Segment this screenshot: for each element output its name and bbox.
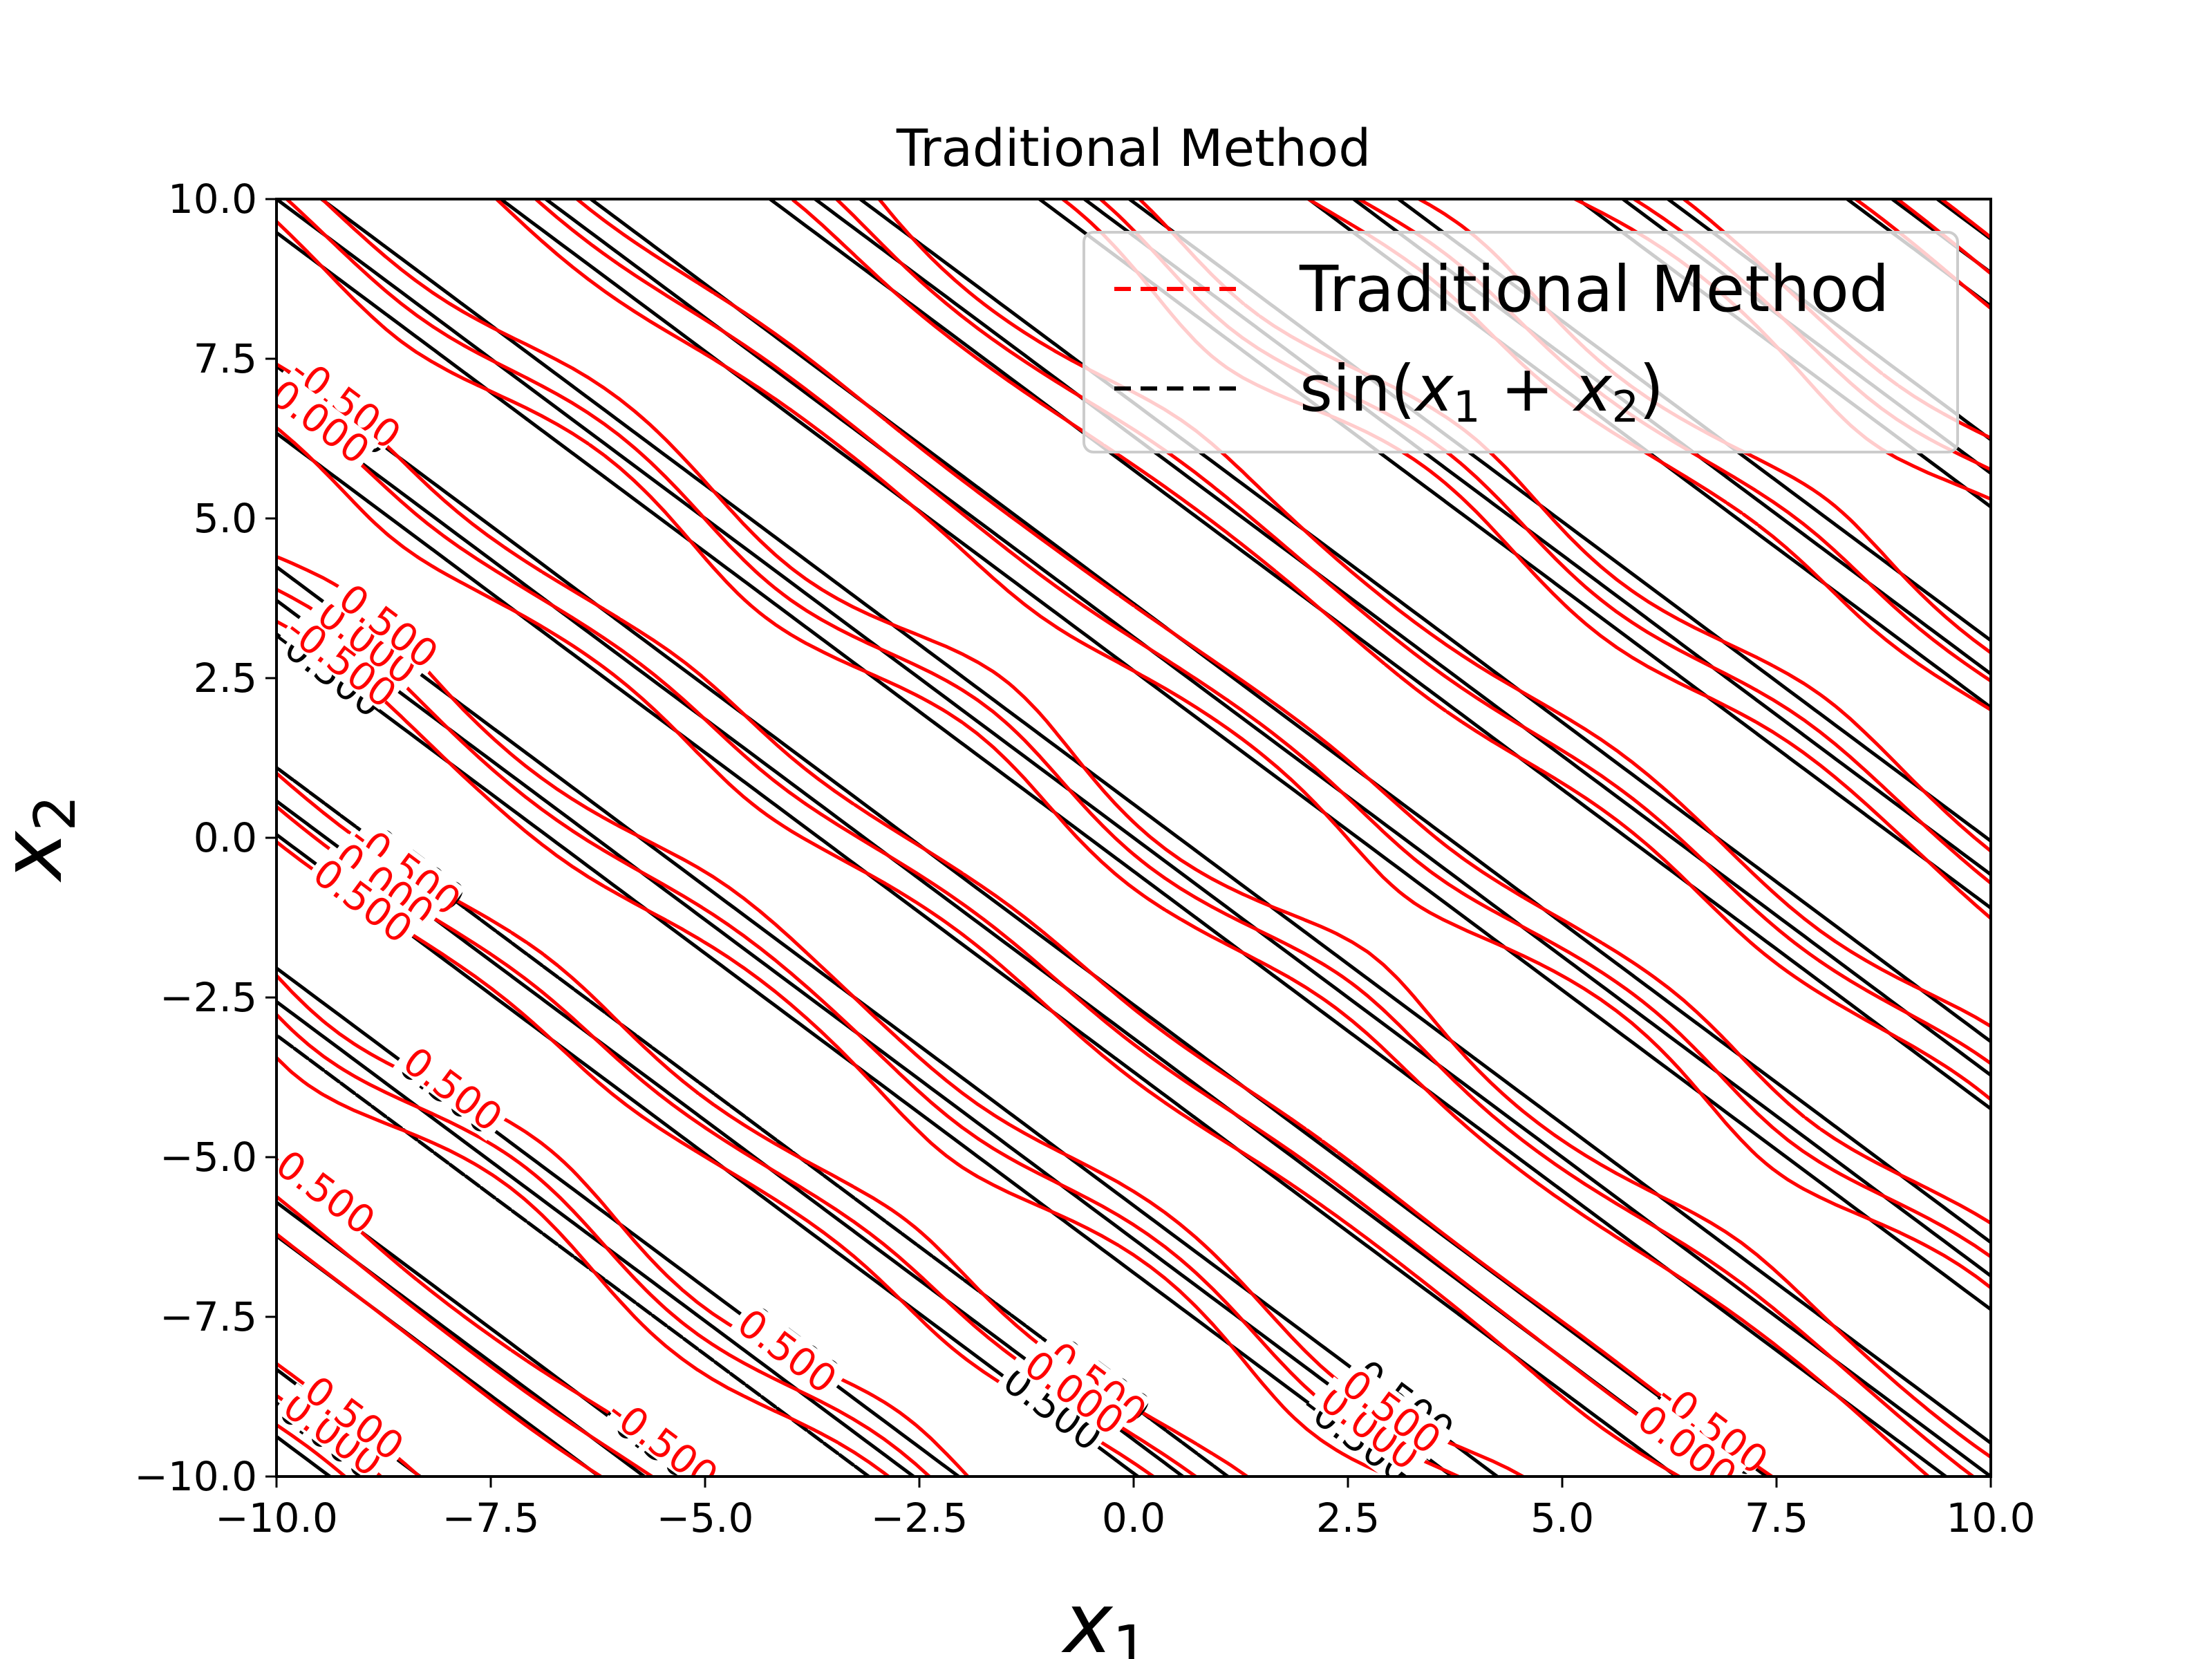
contour-label-bg [1312,1376,1430,1477]
contour-label-bg [331,574,449,675]
x-axis-label-var: x [1060,1576,1114,1659]
legend-sin-pre: sin( [1300,352,1416,426]
x-axis: −10.0 −7.5 −5.0 −2.5 0.0 2.5 5.0 7.5 10.0 [215,1477,2036,1541]
contour-label-bg [326,833,444,934]
legend-sin-x2: x [1572,352,1613,426]
legend-sin-sub2: 2 [1612,382,1639,432]
x-tick-label: −5.0 [657,1494,754,1541]
x-tick-label: 7.5 [1745,1494,1808,1541]
x-tick-label: −10.0 [215,1494,338,1541]
y-tick-label: −5.0 [160,1134,257,1181]
contour-label-bg [305,849,422,950]
contour-label-bg [276,1136,379,1237]
legend-sin-post: ) [1639,352,1664,426]
x-tick-label: 10.0 [1946,1494,2035,1541]
y-tick-label: −2.5 [160,974,257,1021]
x-axis-label-sub: 1 [1112,1614,1148,1659]
x-axis-label: x1 [1060,1576,1148,1659]
legend-box [1082,231,1959,453]
y-tick-label: −10.0 [134,1453,257,1500]
chart-title: Traditional Method [896,119,1371,178]
legend-sin-plus: + [1481,352,1575,426]
y-axis-label: x2 [0,795,88,883]
contour-label-bg [729,1300,847,1400]
legend-label-sin: sin(x1 + x2) [1300,352,1664,432]
y-tick-label: 10.0 [168,176,257,223]
contour-label-bg [297,1367,414,1467]
traditional-contour-level-2 [276,199,1991,1477]
y-axis-label-var: x [0,830,81,883]
contour-label-bg [310,590,427,691]
contour-layer [276,199,1991,1477]
legend: Traditional Method sin(x1 + x2) [1082,231,1959,453]
contour-label-bg [995,1357,1113,1458]
y-tick-label: −7.5 [160,1293,257,1340]
contour-label-bg [1333,1360,1451,1461]
y-tick-label: 5.0 [194,495,257,542]
legend-sin-sub1: 1 [1453,382,1480,432]
contour-label-bg [395,1038,513,1138]
contour-label-bg [348,817,465,918]
contour-label-bg [283,610,401,710]
contour-label-bg [1629,1395,1747,1477]
x-tick-label: 5.0 [1530,1494,1594,1541]
contour-label-bg [605,1392,722,1477]
legend-label-traditional: Traditional Method [1299,252,1889,326]
contour-label-bg [288,351,406,451]
legend-sin-x1: x [1414,352,1454,426]
y-axis-label-sub: 2 [23,795,88,831]
y-tick-label: 7.5 [194,335,257,382]
contour-label-bg [276,370,379,471]
contour-label-bg [1655,1376,1772,1477]
y-tick-label: 0.0 [194,814,257,861]
contour-label-bg [1017,1341,1134,1441]
x-tick-label: 2.5 [1316,1494,1380,1541]
y-axis: −10.0 −7.5 −5.0 −2.5 0.0 2.5 5.0 7.5 10.0 [134,176,276,1500]
x-tick-label: −7.5 [442,1494,540,1541]
y-tick-label: 2.5 [194,655,257,702]
x-tick-label: −2.5 [871,1494,968,1541]
x-tick-label: 0.0 [1102,1494,1165,1541]
contour-label-bg [276,1382,393,1477]
